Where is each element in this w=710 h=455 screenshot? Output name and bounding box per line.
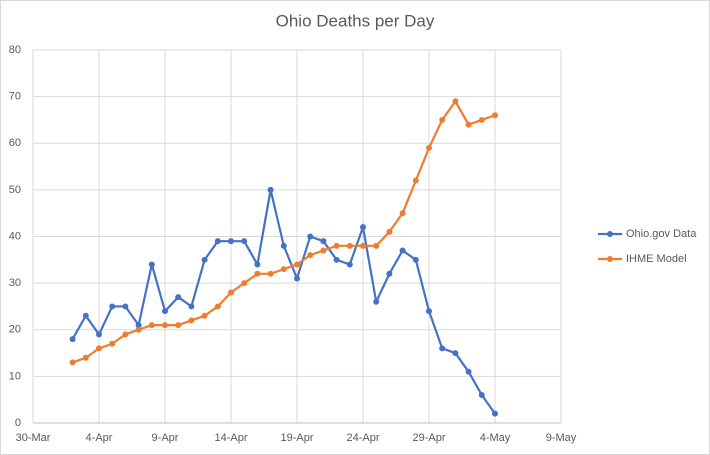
point (135, 322, 142, 329)
y-tick-label: 50 (9, 184, 21, 196)
point (465, 121, 472, 128)
point (254, 261, 261, 268)
point (294, 275, 300, 282)
point (386, 228, 393, 235)
y-tick-label: 0 (15, 417, 21, 429)
point (426, 308, 432, 315)
point (360, 242, 366, 249)
x-tick-label: 4-May (480, 432, 511, 444)
point (228, 238, 234, 245)
point (122, 303, 129, 310)
point (254, 270, 261, 277)
point (294, 261, 300, 268)
x-tick-label: 14-Apr (214, 432, 247, 444)
point (96, 345, 102, 352)
point (280, 266, 287, 273)
point (280, 242, 287, 249)
point (307, 252, 314, 259)
point (452, 350, 459, 357)
y-tick-label: 80 (9, 44, 21, 56)
point (439, 345, 446, 352)
point (360, 224, 366, 231)
y-tick-label: 10 (9, 370, 21, 382)
point (426, 144, 432, 151)
point (267, 186, 274, 193)
legend-swatch-point (607, 231, 613, 237)
legend-swatch-point (607, 256, 613, 262)
legend-label: Ohio.gov Data (626, 228, 697, 240)
chart-title: Ohio Deaths per Day (276, 11, 435, 30)
x-tick-label: 9-Apr (152, 432, 179, 444)
point (452, 98, 459, 105)
point (478, 116, 485, 123)
point (373, 298, 380, 305)
point (492, 410, 498, 417)
legend-label: IHME Model (626, 253, 687, 265)
point (386, 270, 393, 277)
point (241, 238, 248, 245)
point (135, 326, 142, 333)
y-tick-label: 20 (9, 324, 21, 336)
point (162, 308, 168, 315)
point (492, 112, 498, 119)
point (399, 247, 406, 254)
point (346, 261, 353, 268)
point (96, 331, 102, 338)
point (214, 238, 221, 245)
x-tick-label: 19-Apr (280, 432, 313, 444)
point (82, 312, 89, 319)
point (82, 354, 89, 361)
x-tick-label: 9-May (546, 432, 577, 444)
y-tick-label: 70 (9, 91, 21, 103)
point (439, 116, 446, 123)
point (109, 303, 116, 310)
point (320, 238, 327, 245)
point (478, 392, 485, 399)
x-tick-label: 29-Apr (412, 432, 445, 444)
x-tick-label: 24-Apr (346, 432, 379, 444)
y-tick-label: 40 (9, 230, 21, 242)
point (333, 242, 340, 249)
point (162, 322, 168, 329)
point (109, 340, 116, 347)
x-tick-label: 30-Mar (16, 432, 51, 444)
point (412, 177, 419, 184)
point (320, 247, 327, 254)
point (188, 317, 195, 324)
point (201, 312, 208, 319)
point (201, 256, 208, 263)
point (307, 233, 314, 240)
y-tick-label: 60 (9, 137, 21, 149)
point (373, 242, 380, 249)
point (148, 261, 155, 268)
point (399, 210, 406, 217)
point (175, 322, 182, 329)
point (175, 294, 182, 301)
point (267, 270, 274, 277)
y-tick-label: 30 (9, 277, 21, 289)
point (241, 280, 248, 287)
x-tick-label: 4-Apr (86, 432, 113, 444)
point (148, 322, 155, 329)
point (412, 256, 419, 263)
point (214, 303, 221, 310)
point (346, 242, 353, 249)
point (122, 331, 129, 338)
point (333, 256, 340, 263)
point (465, 368, 472, 375)
point (228, 289, 234, 296)
point (69, 336, 76, 343)
point (69, 359, 76, 366)
point (188, 303, 195, 310)
